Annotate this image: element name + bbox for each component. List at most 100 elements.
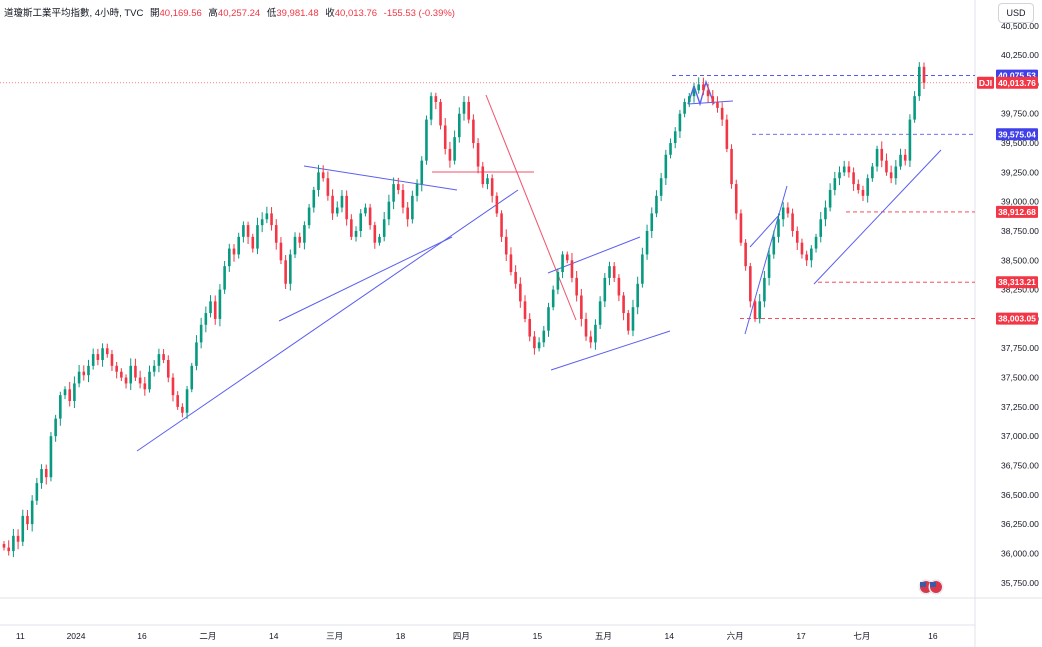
candle-body	[289, 254, 292, 284]
open-label: 開	[149, 8, 160, 19]
trendline	[813, 149, 942, 285]
time-tick-label: 17	[796, 631, 806, 641]
candle-body	[448, 148, 452, 161]
price-label-box	[996, 128, 1038, 141]
candle-body	[152, 365, 156, 372]
time-axis: 11 2024 16 二月 14 三月 18 四月 15 五月 14 六月 17 七月 16	[16, 631, 938, 641]
candles	[2, 62, 926, 558]
candle-body	[354, 230, 358, 237]
horizontal-price-lines	[0, 75, 975, 319]
candle-body	[434, 96, 438, 103]
price-label-box	[996, 205, 1038, 218]
candle-body	[913, 96, 916, 120]
candle-body	[871, 166, 874, 179]
candle-body	[673, 131, 677, 144]
close-value: 40,013.76	[334, 8, 378, 19]
candle-body	[134, 365, 137, 378]
candle-body	[429, 96, 433, 120]
candle-body	[223, 266, 226, 290]
candle-body	[608, 266, 611, 278]
candle-body	[270, 213, 273, 226]
candle-body	[678, 113, 682, 132]
candle-body	[636, 283, 639, 308]
candle-body	[786, 207, 790, 214]
low-label: 低	[266, 8, 277, 19]
symbol-tag: DJI	[979, 78, 992, 88]
candle-body	[824, 207, 827, 220]
candle-body	[171, 377, 175, 396]
candle-body	[96, 354, 100, 360]
time-tick-label: 五月	[595, 631, 612, 641]
time-tick-label: 三月	[326, 631, 343, 641]
candle-body	[922, 66, 926, 83]
currency-button[interactable]: USD	[998, 3, 1034, 23]
open-value: 40,169.56	[159, 8, 202, 19]
candle-body	[659, 178, 663, 196]
time-tick-label: 四月	[453, 631, 470, 641]
candle-body	[481, 166, 485, 185]
time-tick-label: 16	[137, 631, 147, 641]
candle-body	[16, 535, 20, 542]
candle-body	[232, 248, 236, 255]
candle-body	[842, 166, 846, 173]
candle-body	[495, 195, 499, 214]
candle-body	[885, 160, 888, 173]
price-tick-label: 38,500.00	[1001, 255, 1039, 265]
candle-body	[120, 371, 123, 378]
candle-body	[49, 436, 53, 478]
candle-body	[368, 207, 372, 226]
candle-body	[467, 102, 470, 120]
candle-body	[378, 236, 381, 243]
candle-body	[274, 225, 278, 243]
candle-body	[443, 125, 447, 149]
candle-body	[739, 213, 743, 243]
candle-body	[734, 184, 738, 214]
time-tick-label: 15	[533, 631, 543, 641]
candle-body	[157, 354, 161, 366]
candle-body	[143, 383, 147, 390]
candle-body	[148, 371, 151, 390]
candle-body	[810, 248, 813, 261]
candle-body	[805, 254, 808, 261]
candle-body	[411, 195, 414, 220]
candle-body	[814, 236, 818, 249]
candle-body	[392, 184, 395, 202]
candle-body	[777, 219, 780, 237]
candle-body	[73, 383, 76, 402]
time-tick-label: 14	[665, 631, 675, 641]
candle-body	[603, 277, 607, 302]
symbol-tag-box	[977, 76, 994, 89]
candle-body	[162, 354, 165, 360]
candle-body	[406, 207, 409, 220]
candle-body	[504, 236, 508, 255]
candle-body	[828, 189, 832, 208]
candle-body	[594, 324, 597, 343]
candle-body	[711, 96, 715, 103]
candle-body	[720, 107, 724, 120]
time-tick-label: 2024	[67, 631, 86, 641]
candle-body	[387, 201, 391, 220]
time-tick-label: 二月	[199, 631, 216, 641]
price-tick-label: 36,250.00	[1001, 519, 1039, 529]
candle-body	[561, 254, 564, 273]
candle-body	[795, 230, 799, 243]
candle-body	[265, 213, 269, 220]
candle-body	[176, 395, 179, 407]
price-tick-label: 37,250.00	[1001, 402, 1039, 412]
candle-body	[622, 295, 625, 314]
candle-body	[439, 102, 442, 126]
candle-body	[166, 359, 170, 378]
candle-body	[791, 213, 794, 231]
candle-body	[833, 178, 837, 190]
candle-body	[91, 354, 95, 366]
candle-body	[350, 219, 353, 237]
candle-body	[800, 242, 804, 255]
price-tick-label: 39,000.00	[1001, 197, 1039, 207]
price-axis: 35,750.00 36,000.00 36,250.00 36,500.00 36,7…	[1001, 21, 1039, 588]
candle-body	[903, 154, 907, 161]
price-tick-label: 36,750.00	[1001, 461, 1039, 471]
candle-body	[575, 277, 578, 296]
candle-body	[115, 365, 118, 372]
trendline	[278, 236, 453, 322]
